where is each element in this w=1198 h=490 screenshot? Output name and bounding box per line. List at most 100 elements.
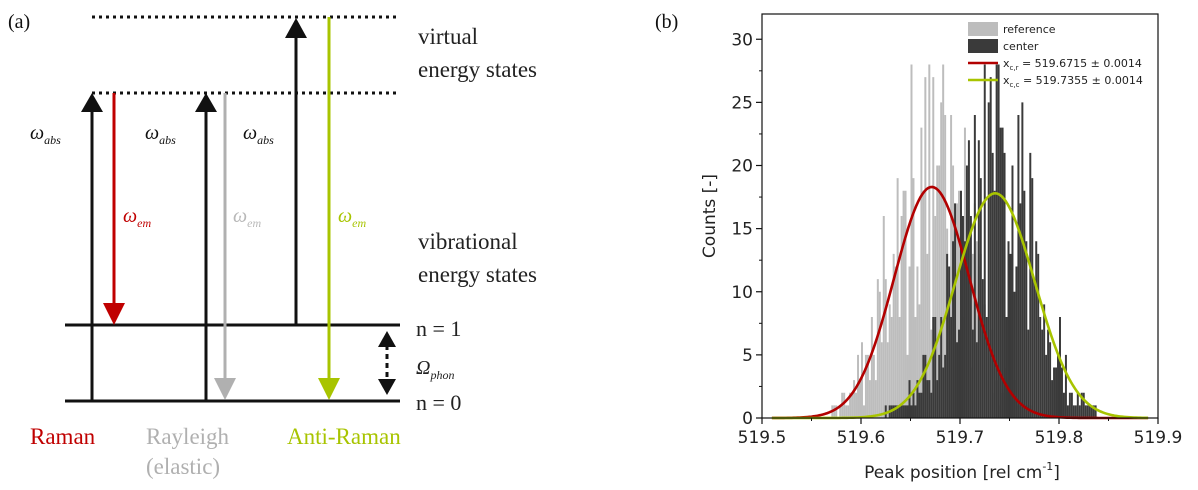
- x-ticks: 519.5 519.6 519.7 519.8 519.9: [738, 418, 1183, 448]
- center-bar: [1070, 392, 1073, 418]
- reference-bar: [845, 405, 848, 419]
- x-tick-label: 519.9: [1134, 428, 1183, 448]
- reference-bar: [896, 178, 899, 419]
- reference-bar: [914, 317, 917, 418]
- center-bar: [971, 329, 974, 419]
- center-bar: [900, 405, 903, 419]
- histogram-chart: 519.5 519.6 519.7 519.8 519.9 0 5 10 15 20 25 30 r…: [700, 13, 1183, 483]
- center-bar: [1064, 354, 1067, 419]
- abs-arrow-antiraman: [285, 18, 307, 325]
- center-bar: [930, 392, 933, 418]
- center-bar: [1076, 392, 1079, 418]
- reference-bar: [853, 380, 856, 419]
- center-bar: [1090, 405, 1093, 419]
- center-bar: [944, 354, 947, 419]
- reference-bar: [906, 354, 909, 419]
- em-arrow-antiraman: [318, 17, 340, 400]
- y-axis-label: Counts [-]: [700, 174, 720, 258]
- reference-bar: [892, 253, 895, 419]
- center-bar: [1041, 329, 1044, 419]
- reference-bar: [864, 354, 867, 419]
- reference-bar: [839, 405, 842, 419]
- reference-bar: [956, 203, 959, 419]
- reference-bar: [862, 405, 865, 419]
- abs-arrow-raman: [81, 93, 103, 401]
- rayleigh-label-line1: Rayleigh: [146, 424, 230, 449]
- center-bar: [918, 392, 921, 418]
- reference-bar: [924, 77, 927, 419]
- center-bar: [1057, 354, 1059, 419]
- raman-label: Raman: [30, 424, 96, 449]
- center-bar: [969, 216, 972, 418]
- vibrational-states-line1: vibrational: [418, 229, 518, 254]
- reference-bar: [880, 342, 883, 418]
- y-tick-label: 30: [731, 30, 753, 50]
- center-bar: [1092, 405, 1095, 419]
- center-bar: [1031, 178, 1034, 419]
- center-bar: [920, 392, 923, 418]
- y-tick-label: 0: [742, 409, 753, 429]
- center-bar: [908, 380, 911, 419]
- reference-bar: [918, 304, 921, 419]
- center-bar: [1080, 392, 1083, 418]
- center-bar: [991, 152, 994, 419]
- center-bar: [1027, 329, 1030, 419]
- legend-swatch-center: [968, 39, 998, 53]
- reference-bar: [912, 178, 915, 419]
- abs-arrow-rayleigh: [195, 93, 217, 401]
- reference-bar: [938, 165, 941, 418]
- legend-fit-label: xc,c = 519.7355 ± 0.0014: [1003, 74, 1143, 89]
- reference-bar: [835, 405, 838, 419]
- center-bar: [1047, 329, 1050, 419]
- center-bar: [1021, 102, 1024, 419]
- em-arrow-raman: [103, 93, 125, 325]
- center-bar: [1053, 367, 1056, 418]
- reference-bar: [942, 64, 945, 418]
- center-bar: [1059, 317, 1061, 418]
- omega-abs-label-1: ωabs: [30, 122, 61, 147]
- reference-bar: [940, 102, 943, 419]
- reference-bar: [928, 64, 931, 418]
- x-tick-label: 519.7: [936, 428, 985, 448]
- omega-em-label-raman: ωem: [123, 205, 151, 230]
- reference-bar: [904, 190, 907, 418]
- legend: reference center xc,r = 519.6715 ± 0.0014 x…: [968, 22, 1143, 89]
- center-bar: [1035, 241, 1038, 418]
- center-bar: [1094, 405, 1097, 419]
- center-bar: [1015, 266, 1018, 418]
- center-bar: [934, 317, 937, 418]
- reference-bar: [849, 392, 852, 418]
- center-bar: [1072, 405, 1075, 419]
- center-bar: [983, 64, 986, 418]
- reference-bar: [886, 342, 889, 418]
- reference-bar: [833, 405, 836, 419]
- legend-label-reference: reference: [1003, 23, 1056, 36]
- reference-bar: [908, 266, 911, 418]
- center-bar: [938, 354, 941, 419]
- center-bar: [1084, 405, 1087, 419]
- center-bar: [922, 354, 925, 419]
- center-bar: [979, 178, 982, 419]
- y-ticks: 0 5 10 15 20 25 30: [731, 30, 762, 429]
- y-tick-label: 25: [731, 93, 753, 113]
- center-bar: [1007, 241, 1010, 418]
- center-bar: [995, 64, 998, 418]
- reference-bar: [975, 241, 978, 418]
- center-bar: [904, 405, 907, 419]
- center-bar: [1009, 253, 1012, 419]
- center-bar: [993, 190, 996, 418]
- reference-bar: [898, 317, 901, 418]
- center-bar: [932, 317, 935, 418]
- omega-em-label-antiraman: ωem: [338, 205, 366, 230]
- reference-bar: [922, 190, 925, 418]
- center-bars: [884, 64, 1097, 419]
- omega-em-label-rayleigh: ωem: [233, 205, 261, 230]
- panel-a: (a): [8, 11, 537, 479]
- center-bar: [975, 342, 978, 418]
- center-bar: [954, 203, 957, 419]
- center-bar: [896, 405, 899, 419]
- antiraman-label: Anti-Raman: [287, 424, 401, 449]
- center-bar: [1019, 203, 1022, 419]
- center-bar: [960, 190, 962, 418]
